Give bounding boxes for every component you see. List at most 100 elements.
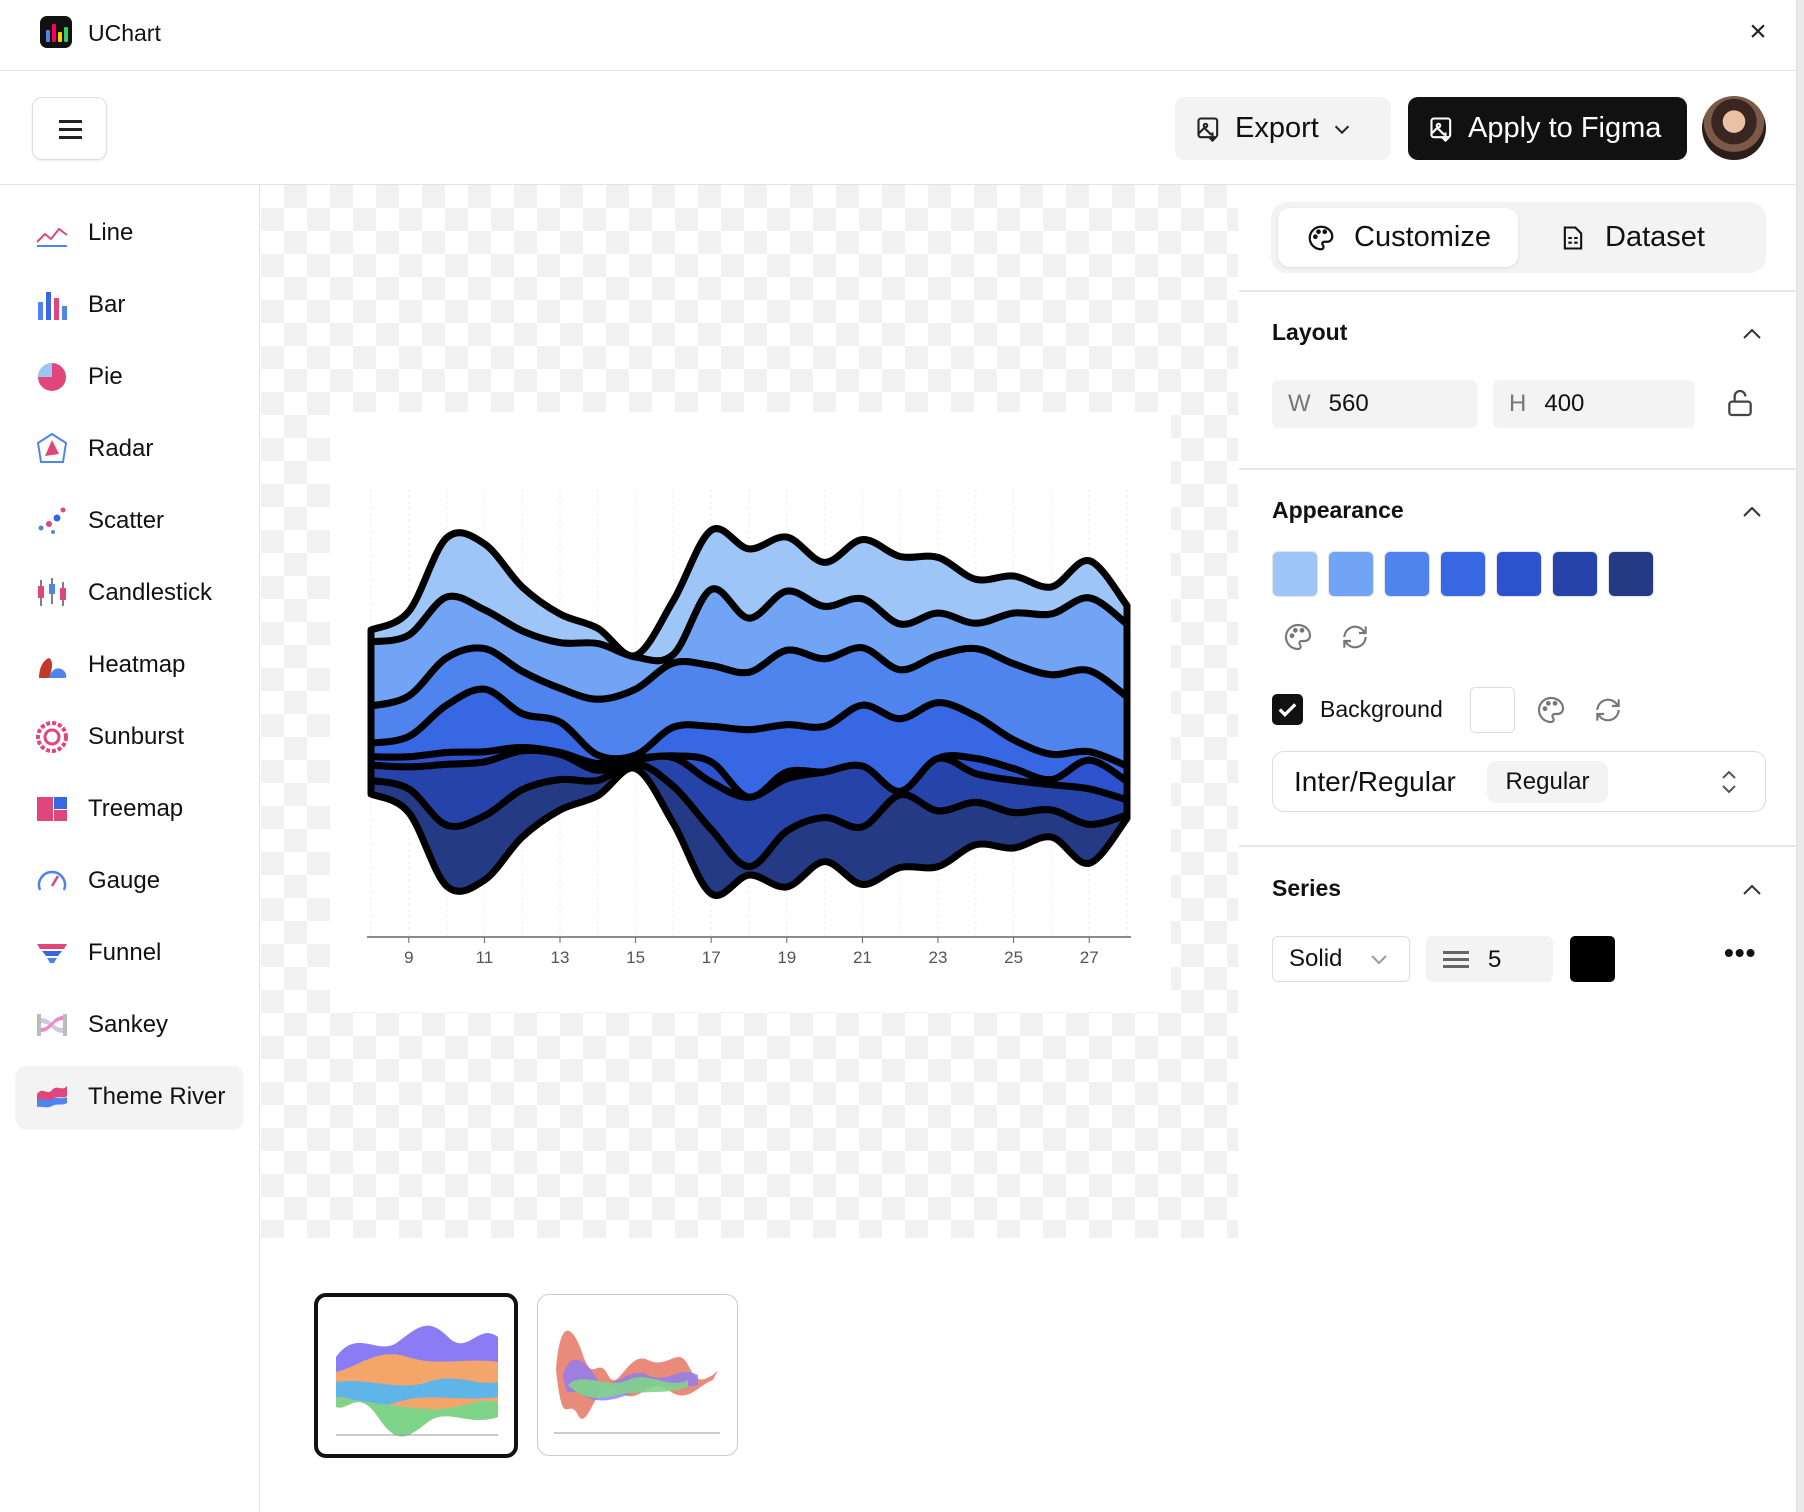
sidebar-item-candlestick[interactable]: Candlestick (16, 562, 243, 624)
panel-tabs: Customize Dataset (1271, 202, 1766, 273)
width-input[interactable]: W 560 (1272, 380, 1477, 428)
line-style-select[interactable]: Solid (1272, 936, 1410, 982)
sidebar-item-label: Heatmap (88, 651, 186, 678)
sidebar-item-label: Bar (88, 291, 126, 318)
chevron-up-icon[interactable] (1741, 505, 1763, 519)
image-export-icon (1197, 116, 1219, 142)
sidebar-item-sankey[interactable]: Sankey (16, 994, 243, 1056)
gauge-chart-icon (37, 870, 67, 891)
sidebar-item-pie[interactable]: Pie (16, 346, 243, 408)
x-tick-label: 19 (777, 948, 796, 967)
palette-swatch[interactable] (1328, 551, 1374, 597)
sidebar-item-label: Gauge (88, 867, 161, 894)
apply-to-figma-button[interactable]: Apply to Figma (1408, 97, 1687, 160)
river-layer-7[interactable] (367, 760, 1131, 899)
x-tick-label: 15 (626, 948, 645, 967)
export-button[interactable]: Export (1175, 97, 1391, 160)
refresh-icon[interactable] (1339, 621, 1371, 653)
line-width-input[interactable]: 5 (1426, 936, 1553, 982)
palette-swatch[interactable] (1608, 551, 1654, 597)
sidebar-item-radar[interactable]: Radar (16, 418, 243, 480)
tab-customize-label: Customize (1354, 221, 1491, 253)
tab-dataset-label: Dataset (1605, 221, 1705, 253)
unlock-icon[interactable] (1724, 387, 1756, 419)
sidebar-item-heatmap[interactable]: Heatmap (16, 634, 243, 696)
sidebar-item-label: Line (88, 219, 134, 246)
chevron-up-icon[interactable] (1741, 883, 1763, 897)
chart-preview: 9 11 13 15 17 19 21 23 25 27 (330, 412, 1171, 1012)
radar-chart-icon (36, 432, 68, 463)
variant-thumbnail-2[interactable] (537, 1294, 738, 1456)
chart-canvas: 9 11 13 15 17 19 21 23 25 27 (261, 185, 1238, 1238)
more-options-icon[interactable]: ••• (1724, 937, 1757, 968)
document-icon (1563, 225, 1583, 250)
chevron-up-icon[interactable] (1741, 327, 1763, 341)
x-tick-label: 17 (702, 948, 721, 967)
palette-icon (1308, 225, 1334, 250)
sidebar-item-label: Treemap (88, 795, 184, 822)
palette-swatch[interactable] (1552, 551, 1598, 597)
palette-swatch[interactable] (1272, 551, 1318, 597)
line-weight-icon (1443, 951, 1469, 968)
funnel-chart-icon (37, 944, 67, 963)
chevron-up-down-icon (1722, 770, 1736, 794)
height-label: H (1509, 390, 1527, 417)
divider (1239, 468, 1797, 470)
divider (1239, 845, 1797, 847)
refresh-icon[interactable] (1592, 694, 1624, 726)
tab-customize[interactable]: Customize (1278, 208, 1518, 267)
sidebar-item-label: Candlestick (88, 579, 213, 606)
menu-button[interactable] (32, 97, 107, 160)
pie-chart-icon (38, 363, 66, 391)
sidebar-item-funnel[interactable]: Funnel (16, 922, 243, 984)
treemap-chart-icon (37, 797, 67, 821)
close-icon[interactable]: × (1749, 15, 1767, 48)
font-weight-pill: Regular (1487, 761, 1608, 803)
tab-dataset[interactable]: Dataset (1531, 208, 1761, 267)
height-input[interactable]: H 400 (1493, 380, 1695, 428)
customize-panel: Customize Dataset Layout W 560 H 400 App… (1239, 185, 1797, 1512)
x-tick-label: 9 (404, 948, 413, 967)
sidebar-item-sunburst[interactable]: Sunburst (16, 706, 243, 768)
palette-icon[interactable] (1282, 621, 1314, 653)
appearance-section-title: Appearance (1272, 497, 1404, 523)
image-export-icon (1430, 116, 1452, 142)
layout-section-title: Layout (1272, 319, 1348, 345)
x-tick-label: 11 (476, 948, 494, 967)
sidebar-item-scatter[interactable]: Scatter (16, 490, 243, 552)
x-tick-label: 25 (1004, 948, 1023, 967)
palette-swatch[interactable] (1496, 551, 1542, 597)
sidebar-item-bar[interactable]: Bar (16, 274, 243, 336)
background-color-swatch[interactable] (1470, 687, 1515, 733)
sidebar: Line Bar Pie Radar Scatter Candlestick Heatmap… (0, 185, 260, 1512)
scatter-chart-icon (38, 507, 66, 534)
height-value: 400 (1544, 390, 1585, 417)
font-select[interactable]: Inter/Regular Regular (1272, 751, 1766, 812)
variant-thumbnail-1[interactable] (314, 1293, 518, 1458)
chevron-down-icon (1371, 955, 1387, 965)
x-tick-label: 27 (1080, 948, 1099, 967)
sidebar-item-label: Sunburst (88, 723, 185, 750)
sidebar-item-label: Theme River (88, 1083, 226, 1110)
palette-icon[interactable] (1535, 694, 1567, 726)
avatar[interactable] (1702, 96, 1766, 160)
palette-swatch[interactable] (1440, 551, 1486, 597)
palette-swatch[interactable] (1384, 551, 1430, 597)
sidebar-item-label: Scatter (88, 507, 165, 534)
background-checkbox[interactable] (1272, 694, 1303, 725)
x-tick-label: 23 (929, 948, 948, 967)
bar-chart-icon (38, 292, 67, 320)
line-color-swatch[interactable] (1570, 936, 1615, 982)
sidebar-item-theme-river[interactable]: Theme River (16, 1066, 243, 1128)
line-style-value: Solid (1289, 945, 1343, 972)
sidebar-item-label: Pie (88, 363, 123, 390)
candlestick-chart-icon (38, 578, 66, 606)
sidebar-item-gauge[interactable]: Gauge (16, 850, 243, 912)
theme-river-chart-icon (37, 1086, 67, 1108)
sidebar-item-line[interactable]: Line (16, 202, 243, 264)
toolbar: Export Apply to Figma (0, 71, 1797, 185)
line-width-value: 5 (1488, 946, 1502, 973)
sidebar-item-treemap[interactable]: Treemap (16, 778, 243, 840)
export-label: Export (1235, 112, 1319, 144)
